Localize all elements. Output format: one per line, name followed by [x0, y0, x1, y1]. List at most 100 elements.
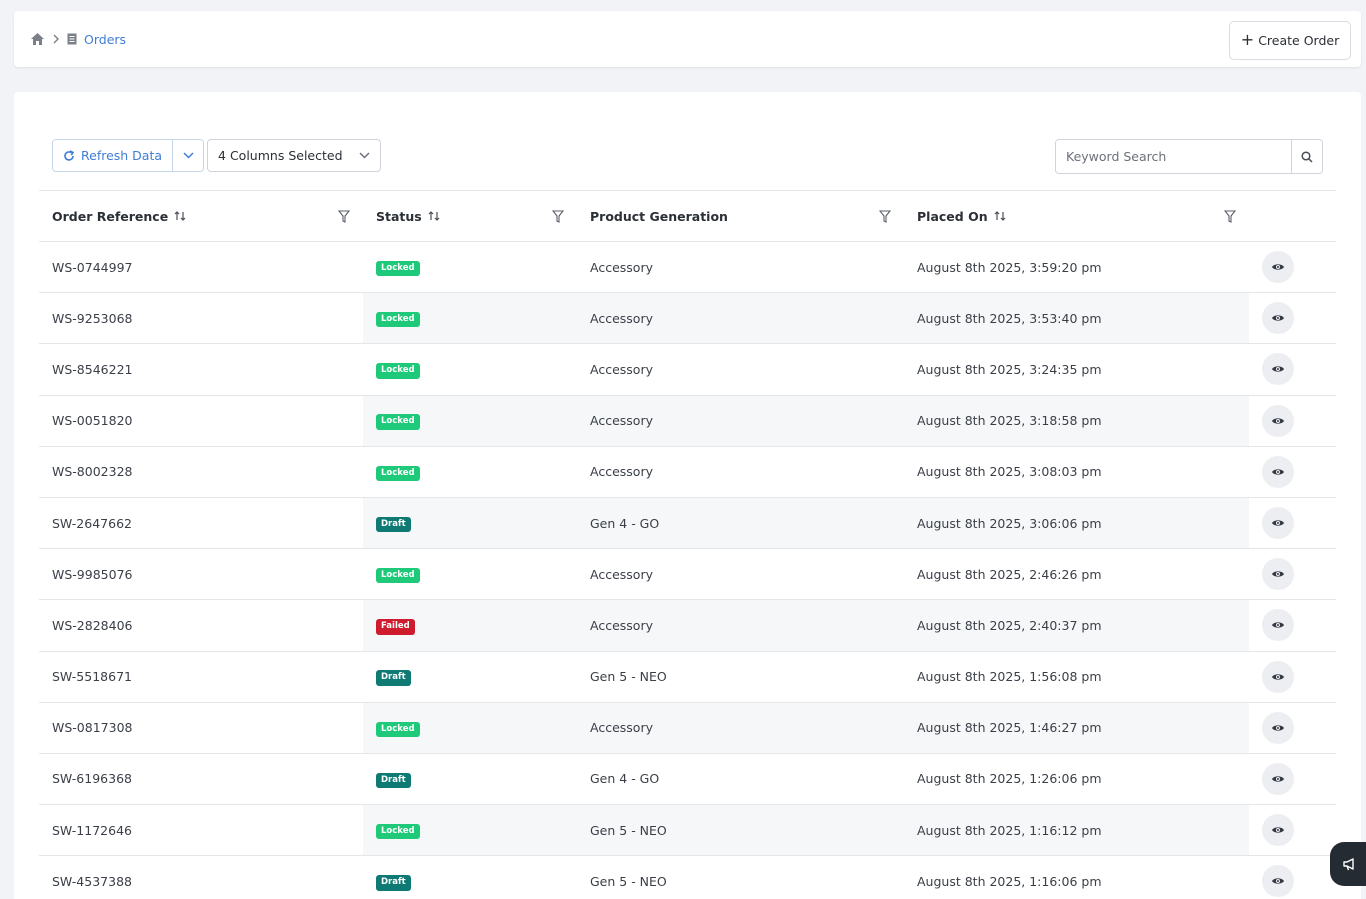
sort-icon[interactable]: [174, 210, 186, 222]
home-icon[interactable]: [30, 32, 45, 46]
column-header-placed-on: Placed On: [904, 191, 1249, 242]
column-header-actions: [1249, 191, 1336, 242]
status-cell: Draft: [363, 753, 577, 804]
view-order-button[interactable]: [1262, 353, 1294, 386]
product-generation: Gen 5 - NEO: [590, 873, 667, 889]
sort-icon[interactable]: [994, 210, 1006, 222]
product-generation-cell: Accessory: [577, 395, 904, 447]
filter-icon[interactable]: [1224, 209, 1236, 223]
order-reference-cell: SW-1172646: [39, 804, 363, 856]
view-order-button[interactable]: [1262, 609, 1294, 642]
view-order-button[interactable]: [1262, 302, 1294, 335]
eye-icon: [1271, 723, 1285, 733]
view-order-button[interactable]: [1262, 762, 1294, 795]
refresh-data-button[interactable]: Refresh Data: [53, 140, 174, 171]
breadcrumb-current[interactable]: Orders: [84, 31, 127, 47]
product-generation-cell: Accessory: [577, 702, 904, 754]
view-order-button[interactable]: [1262, 711, 1294, 744]
search-input[interactable]: [1056, 140, 1291, 173]
actions-cell: [1249, 804, 1336, 856]
product-generation-cell: Accessory: [577, 344, 904, 395]
create-order-button[interactable]: + Create Order: [1229, 21, 1351, 60]
placed-on: August 8th 2025, 2:40:37 pm: [917, 617, 1102, 633]
megaphone-icon: [1342, 856, 1358, 872]
status-badge: Locked: [376, 721, 420, 737]
status-badge: Failed: [376, 619, 415, 635]
placed-on: August 8th 2025, 3:53:40 pm: [917, 310, 1102, 326]
filter-icon[interactable]: [338, 209, 350, 223]
view-order-button[interactable]: [1262, 455, 1294, 488]
status-badge: Locked: [376, 363, 420, 379]
order-reference: WS-9985076: [52, 566, 133, 582]
view-order-button[interactable]: [1262, 660, 1294, 693]
column-header-order-reference: Order Reference: [39, 191, 363, 242]
placed-on-cell: August 8th 2025, 1:16:12 pm: [904, 804, 1249, 856]
order-reference: SW-2647662: [52, 515, 132, 531]
eye-icon: [1271, 416, 1285, 426]
status-badge: Locked: [376, 312, 420, 328]
actions-cell: [1249, 395, 1336, 447]
document-icon: [67, 33, 77, 45]
order-reference: SW-4537388: [52, 873, 132, 889]
column-header-label: Status: [376, 208, 422, 224]
columns-select[interactable]: 4 Columns Selected: [207, 139, 382, 172]
column-header-label: Order Reference: [52, 208, 169, 224]
status-cell: Locked: [363, 702, 577, 754]
eye-icon: [1271, 774, 1285, 784]
order-reference: WS-2828406: [52, 617, 133, 633]
view-order-button[interactable]: [1262, 251, 1294, 284]
product-generation: Gen 5 - NEO: [590, 669, 667, 685]
column-header-status: Status: [363, 191, 577, 242]
actions-cell: [1249, 446, 1336, 497]
eye-icon: [1271, 364, 1285, 374]
eye-icon: [1271, 672, 1285, 682]
view-order-button[interactable]: [1262, 814, 1294, 847]
order-reference-cell: WS-0817308: [39, 702, 363, 754]
refresh-split-button: Refresh Data: [52, 139, 205, 172]
status-cell: Locked: [363, 804, 577, 856]
placed-on-cell: August 8th 2025, 1:26:06 pm: [904, 753, 1249, 804]
actions-cell: [1249, 856, 1336, 899]
placed-on-cell: August 8th 2025, 1:56:08 pm: [904, 651, 1249, 702]
product-generation: Accessory: [590, 310, 653, 326]
keyword-search: [1055, 139, 1323, 174]
order-reference-cell: WS-0051820: [39, 395, 363, 447]
feedback-button[interactable]: [1330, 842, 1366, 886]
product-generation: Accessory: [590, 361, 653, 377]
eye-icon: [1271, 825, 1285, 835]
actions-cell: [1249, 549, 1336, 600]
table-row: SW-1172646 Locked Gen 5 - NEO August 8th 20…: [39, 804, 1336, 856]
product-generation-cell: Accessory: [577, 242, 904, 293]
filter-icon[interactable]: [879, 209, 891, 223]
status-cell: Locked: [363, 344, 577, 395]
status-cell: Locked: [363, 292, 577, 344]
placed-on: August 8th 2025, 3:18:58 pm: [917, 413, 1102, 429]
status-badge: Locked: [376, 823, 420, 840]
table-row: SW-5518671 Draft Gen 5 - NEO August 8th 202…: [39, 651, 1336, 703]
product-generation: Gen 5 - NEO: [590, 822, 667, 838]
refresh-options-dropdown[interactable]: [173, 140, 204, 171]
sort-icon[interactable]: [428, 210, 440, 222]
product-generation-cell: Gen 5 - NEO: [577, 856, 904, 899]
filter-icon[interactable]: [552, 209, 564, 223]
order-reference: WS-0051820: [52, 413, 133, 429]
actions-cell: [1249, 292, 1336, 344]
placed-on: August 8th 2025, 2:46:26 pm: [917, 566, 1102, 582]
eye-icon: [1271, 518, 1285, 528]
view-order-button[interactable]: [1262, 865, 1294, 898]
placed-on-cell: August 8th 2025, 3:06:06 pm: [904, 497, 1249, 549]
search-button[interactable]: [1291, 140, 1322, 173]
product-generation-cell: Gen 4 - GO: [577, 497, 904, 549]
status-badge: Draft: [376, 670, 411, 686]
view-order-button[interactable]: [1262, 507, 1294, 540]
search-icon: [1301, 150, 1313, 163]
view-order-button[interactable]: [1262, 404, 1294, 437]
eye-icon: [1271, 620, 1285, 630]
chevron-right-icon: [52, 34, 60, 44]
table-row: WS-0744997 Locked Accessory August 8th 2025…: [39, 242, 1336, 293]
order-reference-cell: SW-6196368: [39, 753, 363, 804]
eye-icon: [1271, 313, 1285, 323]
table-row: WS-2828406 Failed Accessory August 8th 2025…: [39, 599, 1336, 651]
view-order-button[interactable]: [1262, 558, 1294, 591]
refresh-icon: [63, 149, 75, 162]
